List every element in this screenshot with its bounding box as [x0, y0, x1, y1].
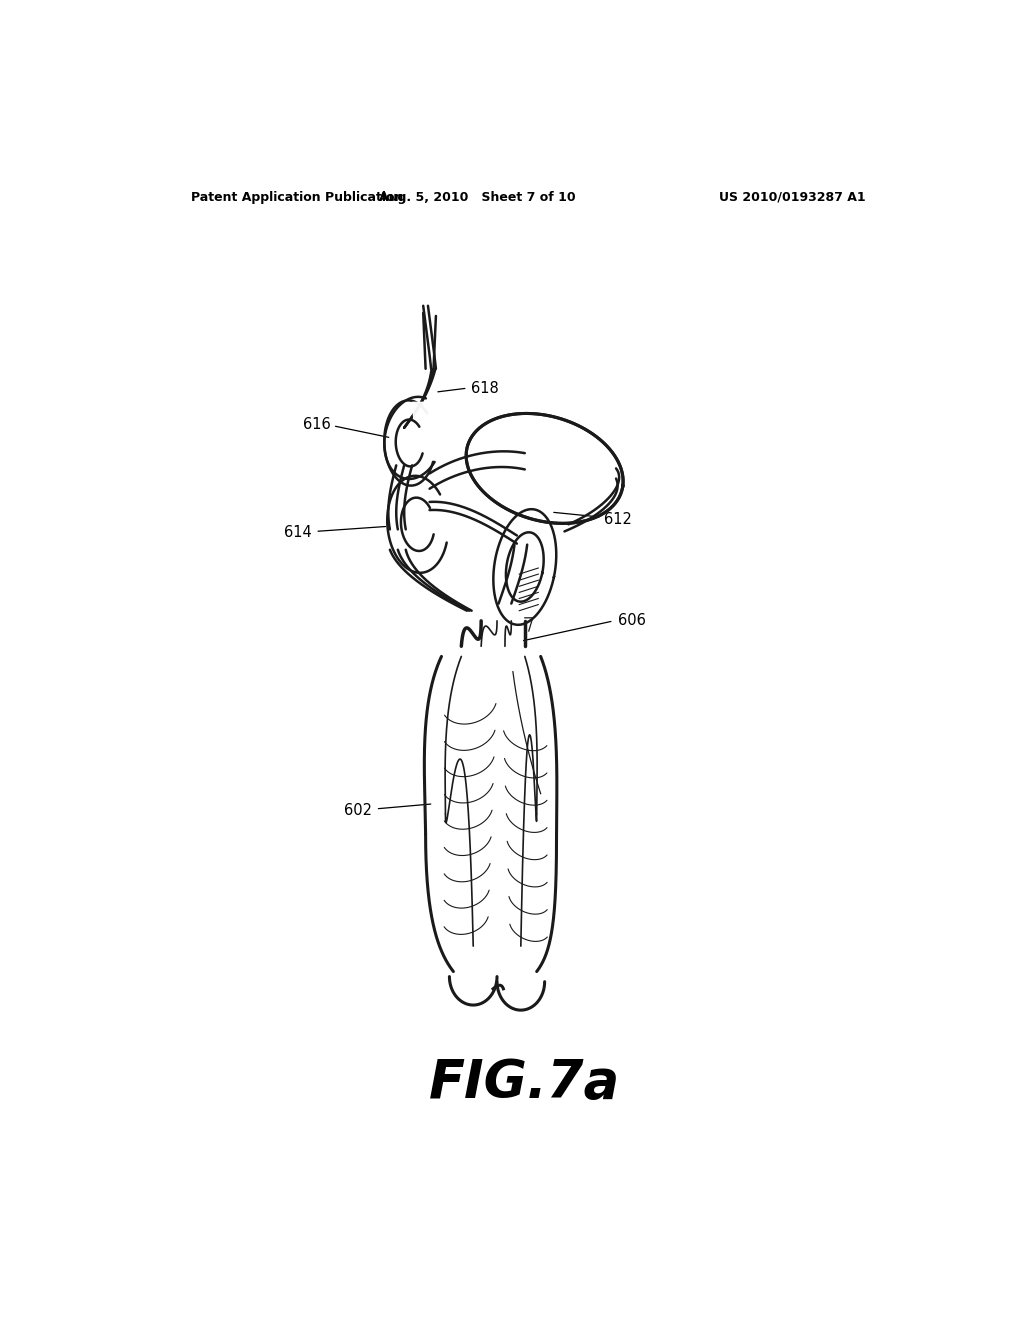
Text: 614: 614 — [285, 525, 312, 540]
Text: Patent Application Publication: Patent Application Publication — [191, 190, 403, 203]
Text: 616: 616 — [303, 417, 331, 432]
Text: 602: 602 — [344, 804, 373, 818]
Text: 618: 618 — [471, 380, 499, 396]
Polygon shape — [475, 420, 613, 516]
Text: Aug. 5, 2010   Sheet 7 of 10: Aug. 5, 2010 Sheet 7 of 10 — [379, 190, 575, 203]
Text: 606: 606 — [618, 614, 646, 628]
Text: 612: 612 — [604, 512, 632, 527]
Polygon shape — [412, 403, 430, 417]
Text: FIG.7a: FIG.7a — [429, 1057, 621, 1109]
Text: US 2010/0193287 A1: US 2010/0193287 A1 — [720, 190, 866, 203]
